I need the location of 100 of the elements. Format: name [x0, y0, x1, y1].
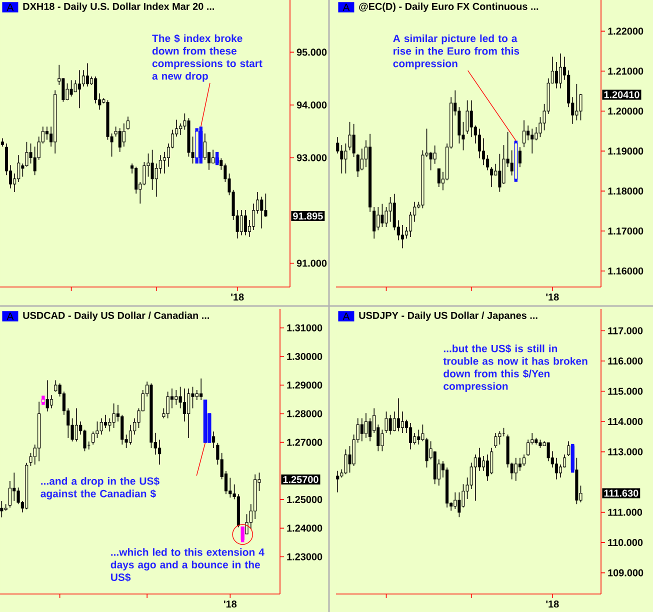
candlestick	[112, 403, 116, 428]
y-tick-label: 1.21000	[608, 68, 644, 75]
candlestick	[376, 206, 380, 231]
candlestick	[195, 390, 198, 400]
y-tick-label: 1.22000	[608, 28, 644, 35]
candlestick	[368, 418, 372, 442]
candlestick	[454, 492, 457, 510]
candlestick	[482, 138, 486, 166]
candlestick	[0, 500, 4, 518]
candlestick	[372, 206, 376, 240]
annotation: ...which led to this extension 4 days ago and a bounce in the US$	[110, 548, 264, 582]
candlestick	[66, 82, 69, 101]
candlestick	[510, 150, 514, 176]
candlestick	[546, 442, 550, 462]
candlestick	[25, 141, 28, 168]
candlestick	[228, 477, 232, 498]
candlestick	[360, 148, 364, 171]
candlestick	[158, 439, 162, 466]
candlestick	[240, 210, 243, 236]
candlestick	[486, 454, 490, 482]
chart-title: USDJPY - Daily US Dollar / Japanes ...	[359, 312, 538, 321]
text: '18	[231, 294, 244, 301]
candlestick	[380, 429, 384, 452]
candlestick	[212, 149, 215, 164]
y-tick-label: 1.19000	[608, 148, 644, 155]
y-tick-label: 91.000	[296, 260, 327, 267]
candlestick	[356, 153, 360, 178]
candlestick	[166, 391, 170, 419]
candlestick	[502, 144, 506, 184]
candlestick	[86, 62, 90, 87]
candlestick	[518, 146, 522, 168]
candlestick	[215, 152, 219, 166]
candlestick	[45, 126, 49, 140]
candlestick	[128, 424, 132, 446]
y-tick-label: 114.000	[608, 418, 643, 426]
candlestick	[12, 472, 16, 502]
chart-subtitle: A	[6, 312, 14, 320]
candlestick	[458, 106, 461, 144]
candlestick	[380, 203, 384, 228]
candlestick	[575, 84, 578, 121]
text: '18	[546, 294, 559, 301]
chart-subtitle: A	[342, 4, 350, 11]
candlestick	[118, 128, 122, 152]
candlestick	[344, 143, 348, 174]
candlestick	[344, 448, 348, 475]
candlestick	[122, 123, 126, 148]
annotation: ...and a drop in the US$ against the Canadian $	[40, 476, 160, 500]
candlestick	[16, 487, 20, 505]
candlestick	[264, 193, 268, 218]
candlestick	[425, 437, 428, 468]
y-tick-label: 116.000	[608, 358, 643, 365]
candlestick	[82, 70, 85, 87]
annotation: ...but the US$ is still in trouble as now it has broken down from this $/Yen compression	[443, 344, 588, 392]
candlestick	[108, 418, 112, 432]
y-tick-label: 1.29000	[287, 382, 322, 389]
chart-title: @EC(D) - Daily Euro FX Continuous ...	[359, 2, 538, 12]
candlestick	[62, 78, 65, 102]
candlestick	[478, 128, 481, 159]
candlestick	[179, 123, 182, 136]
candlestick	[526, 439, 530, 456]
candlestick	[126, 116, 130, 130]
candlestick	[522, 454, 526, 466]
candlestick	[352, 123, 356, 158]
candlestick	[433, 145, 436, 164]
y-tick-label: 1.24000	[287, 524, 322, 532]
candlestick	[212, 431, 216, 448]
text: 91.895	[293, 212, 323, 220]
chart-title: DXH18 - Daily U.S. Dollar Index Mar 20 ...	[23, 2, 214, 12]
candlestick	[579, 94, 582, 121]
candlestick	[104, 414, 108, 428]
y-tick-label: 1.27000	[287, 438, 322, 446]
candlestick	[429, 151, 432, 171]
y-tick-label: 93.000	[296, 154, 327, 162]
candlestick	[409, 422, 412, 450]
candlestick	[384, 206, 388, 228]
y-tick-label: 1.25000	[287, 496, 322, 504]
candlestick	[348, 122, 352, 151]
candlestick	[400, 411, 404, 434]
y-tick-label: 110.000	[608, 539, 643, 546]
candlestick	[83, 429, 86, 452]
candlestick	[392, 411, 396, 432]
y-tick-label: 109.000	[608, 569, 644, 576]
candlestick	[78, 70, 81, 109]
candlestick	[554, 62, 558, 89]
candlestick	[417, 429, 420, 445]
y-tick-label: 1.31000	[287, 324, 322, 332]
candlestick	[94, 76, 98, 104]
candlestick	[182, 388, 186, 422]
y-tick-label: 1.23000	[287, 553, 322, 560]
candlestick	[364, 412, 368, 438]
y-tick-label: 1.28000	[287, 410, 322, 418]
candlestick	[518, 457, 522, 472]
candlestick	[490, 447, 494, 475]
chart-subtitle: A	[342, 312, 350, 320]
candlestick	[187, 388, 190, 438]
candlestick	[340, 144, 344, 174]
candlestick	[54, 380, 58, 392]
candlestick	[458, 492, 461, 518]
candlestick	[74, 80, 77, 92]
candlestick	[174, 390, 178, 406]
